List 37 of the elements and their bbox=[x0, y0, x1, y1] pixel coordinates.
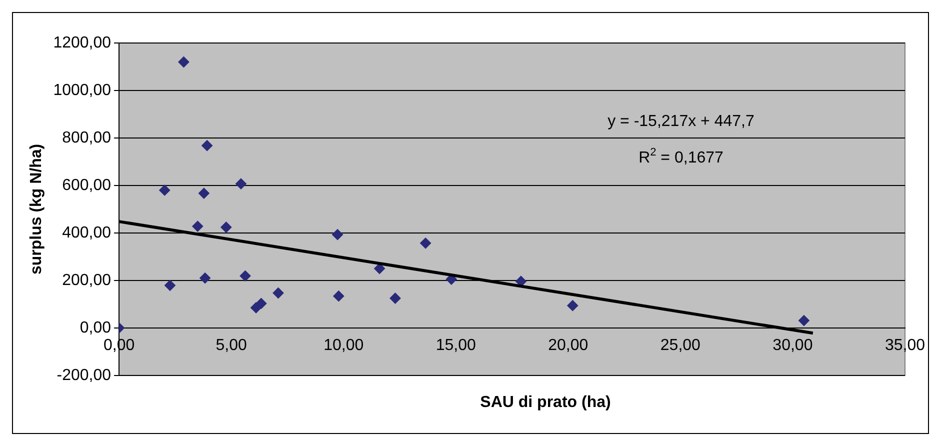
x-axis-title: SAU di prato (ha) bbox=[479, 394, 612, 412]
x-tick-label: 30,00 bbox=[772, 336, 813, 354]
point bbox=[235, 178, 246, 190]
point bbox=[798, 315, 810, 326]
y-axis-title: surplus (kg N/ha) bbox=[28, 144, 46, 275]
y-tick-label: -200,00 bbox=[56, 366, 112, 384]
point bbox=[390, 292, 401, 304]
x-tick-label: 5,00 bbox=[216, 336, 247, 354]
x-tick-label: 25,00 bbox=[660, 336, 701, 354]
x-tick-label: 20,00 bbox=[548, 336, 588, 354]
point bbox=[198, 188, 210, 199]
point bbox=[256, 298, 267, 309]
point bbox=[272, 288, 284, 299]
point bbox=[420, 238, 432, 249]
y-tick-label: 200,00 bbox=[62, 272, 112, 289]
point bbox=[200, 272, 211, 284]
annotation: y = -15,217x + 447,7 bbox=[608, 113, 754, 130]
y-tick-label: 600,00 bbox=[62, 176, 112, 194]
y-tick-label: 800,00 bbox=[62, 129, 112, 146]
point bbox=[374, 263, 386, 274]
point bbox=[332, 229, 344, 240]
x-tick-label: 10,00 bbox=[324, 336, 364, 354]
point bbox=[567, 300, 578, 312]
y-tick-label: 1200,00 bbox=[53, 34, 112, 52]
y-tick-label: 1000,00 bbox=[53, 82, 112, 99]
y-tick-label: 0,00 bbox=[80, 319, 112, 336]
point bbox=[164, 280, 176, 291]
x-tick-label: 15,00 bbox=[436, 336, 476, 354]
point bbox=[333, 290, 344, 302]
point bbox=[240, 270, 251, 282]
point bbox=[192, 220, 204, 232]
point bbox=[202, 140, 213, 152]
y-tick-label: 400,00 bbox=[62, 224, 112, 242]
point bbox=[220, 222, 232, 233]
x-tick-label: 35,00 bbox=[884, 336, 926, 354]
point bbox=[159, 184, 170, 196]
point bbox=[178, 56, 190, 68]
